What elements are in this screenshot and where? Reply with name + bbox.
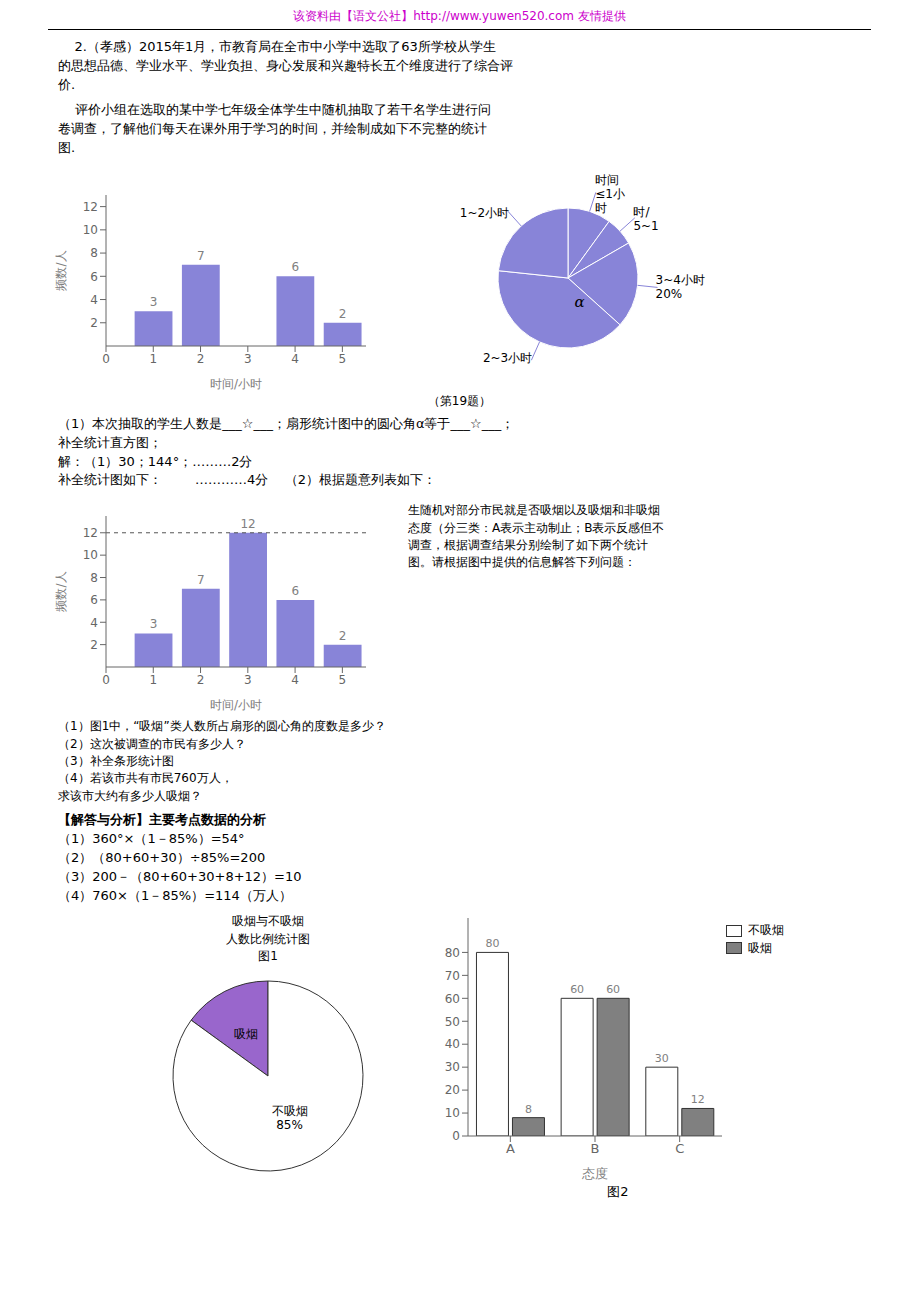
svg-text:不吸烟85%: 不吸烟85% xyxy=(272,1104,308,1132)
svg-text:4: 4 xyxy=(291,352,299,366)
svg-text:6: 6 xyxy=(292,584,300,598)
svg-text:3: 3 xyxy=(150,618,158,632)
html-text:（3）补全条形统计图: （3）补全条形统计图 xyxy=(58,754,174,768)
svg-text:C: C xyxy=(675,1142,684,1157)
svg-text:1~2小时: 1~2小时 xyxy=(460,206,509,220)
svg-text:3: 3 xyxy=(244,352,252,366)
svg-text:2: 2 xyxy=(197,673,205,687)
svg-text:时/5~1: 时/5~1 xyxy=(633,206,658,234)
html-text:（2）这次被调查的市民有多少人？: （2）这次被调查的市民有多少人？ xyxy=(58,736,246,751)
svg-text:8: 8 xyxy=(525,1103,532,1116)
svg-text:6: 6 xyxy=(90,270,98,284)
svg-text:2: 2 xyxy=(197,352,205,366)
html-text:生随机对部分市民就是否吸烟以及吸烟和非吸烟 态度（分三类：A: 生随机对部分市民就是否吸烟以及吸烟和非吸烟 态度（分三类：A表示主动制止；B表示… xyxy=(408,503,665,570)
svg-text:60: 60 xyxy=(445,992,460,1006)
svg-text:3~4小时20%: 3~4小时20% xyxy=(656,274,705,302)
svg-text:60: 60 xyxy=(570,984,584,997)
svg-text:A: A xyxy=(506,1142,515,1157)
html-text:解：（1）30；144°；………2分: 解：（1）30；144°；………2分 xyxy=(58,453,253,469)
svg-text:1: 1 xyxy=(149,673,157,687)
html-text:吸烟与不吸烟 人数比例统计图: 吸烟与不吸烟 人数比例统计图 xyxy=(226,914,310,946)
html-text:（第19题）: （第19题） xyxy=(427,394,492,409)
html-text:α: α xyxy=(574,292,585,311)
html-text:2.（孝感）2015年1月，市教育局在全市中小学中选取了63: 2.（孝感）2015年1月，市教育局在全市中小学中选取了63所学校从学生 的思想… xyxy=(58,39,513,93)
svg-text:7: 7 xyxy=(197,249,205,263)
svg-text:时间≤1小时: 时间≤1小时 xyxy=(595,174,625,216)
svg-text:6: 6 xyxy=(90,593,98,607)
svg-text:80: 80 xyxy=(445,946,460,960)
svg-text:4: 4 xyxy=(90,293,98,307)
svg-text:4: 4 xyxy=(90,616,98,630)
svg-text:B: B xyxy=(591,1142,600,1157)
svg-text:1: 1 xyxy=(149,352,157,366)
svg-text:0: 0 xyxy=(102,352,110,366)
html-text:【解答与分析】主要考点数据的分析: 【解答与分析】主要考点数据的分析 xyxy=(58,812,266,828)
svg-text:10: 10 xyxy=(445,1107,460,1121)
svg-text:8: 8 xyxy=(90,247,98,261)
svg-text:40: 40 xyxy=(445,1038,460,1052)
svg-text:2: 2 xyxy=(339,629,347,643)
svg-text:2: 2 xyxy=(90,638,98,652)
html-text:该资料由【语文公社】http://www.yuwen520.: 该资料由【语文公社】http://www.yuwen520.com 友情提供 xyxy=(293,9,626,23)
svg-text:80: 80 xyxy=(485,938,499,951)
svg-text:2~3小时: 2~3小时 xyxy=(483,352,532,366)
svg-text:60: 60 xyxy=(606,984,620,997)
html-text:图1: 图1 xyxy=(258,949,278,964)
svg-text:70: 70 xyxy=(445,969,460,983)
svg-text:0: 0 xyxy=(452,1130,460,1144)
html-text:（2）（80+60+30）÷85%=200: （2）（80+60+30）÷85%=200 xyxy=(58,849,266,865)
html-text:吸烟: 吸烟 xyxy=(748,940,772,955)
svg-text:7: 7 xyxy=(197,573,205,587)
svg-text:频数/人: 频数/人 xyxy=(54,572,68,612)
html-text:求该市大约有多少人吸烟？: 求该市大约有多少人吸烟？ xyxy=(58,788,202,803)
html-text:图2: 图2 xyxy=(607,1184,629,1200)
svg-text:态度: 态度 xyxy=(581,1166,608,1181)
svg-text:6: 6 xyxy=(292,261,300,275)
svg-text:30: 30 xyxy=(445,1061,460,1075)
html-text:（4）若该市共有市民760万人，: （4）若该市共有市民760万人， xyxy=(58,771,233,786)
svg-text:20: 20 xyxy=(445,1084,460,1098)
svg-text:2: 2 xyxy=(339,307,347,321)
svg-text:3: 3 xyxy=(244,673,252,687)
svg-text:12: 12 xyxy=(240,517,255,531)
html-text:补全统计图如下： …………4分 （2）根据题意列表如下：: 补全统计图如下： …………4分 （2）根据题意列表如下： xyxy=(58,472,437,488)
svg-text:12: 12 xyxy=(83,526,98,540)
html-text:不吸烟: 不吸烟 xyxy=(748,923,784,938)
html-text:（1）本次抽取的学生人数是___☆___；扇形统计图中的圆心: （1）本次抽取的学生人数是___☆___；扇形统计图中的圆心角α等于___☆__… xyxy=(58,415,515,450)
svg-text:时间/小时: 时间/小时 xyxy=(210,377,262,391)
svg-text:50: 50 xyxy=(445,1015,460,1029)
svg-text:8: 8 xyxy=(90,571,98,585)
html-text:（4）760×（1－85%）=114（万人）: （4）760×（1－85%）=114（万人） xyxy=(58,887,292,903)
svg-text:10: 10 xyxy=(83,224,98,238)
svg-text:频数/人: 频数/人 xyxy=(54,251,68,291)
html-text:（3）200－（80+60+30+8+12）=10: （3）200－（80+60+30+8+12）=10 xyxy=(58,868,302,884)
svg-text:4: 4 xyxy=(291,673,299,687)
svg-text:12: 12 xyxy=(691,1094,705,1107)
svg-text:30: 30 xyxy=(655,1053,669,1066)
svg-text:10: 10 xyxy=(83,549,98,563)
svg-text:吸烟: 吸烟 xyxy=(234,1026,258,1040)
svg-text:5: 5 xyxy=(339,352,347,366)
svg-text:12: 12 xyxy=(83,200,98,214)
svg-text:时间/小时: 时间/小时 xyxy=(210,698,262,712)
svg-text:3: 3 xyxy=(150,296,158,310)
svg-text:5: 5 xyxy=(339,673,347,687)
svg-text:0: 0 xyxy=(102,673,110,687)
html-text:（1）360°×（1－85%）=54°: （1）360°×（1－85%）=54° xyxy=(58,831,245,846)
html-text:评价小组在选取的某中学七年级全体学生中随机抽取了若干名学生进: 评价小组在选取的某中学七年级全体学生中随机抽取了若干名学生进行问 卷调查，了解他… xyxy=(58,101,491,155)
html-text:（1）图1中，“吸烟”类人数所占扇形的圆心角的度数是多少？: （1）图1中，“吸烟”类人数所占扇形的圆心角的度数是多少？ xyxy=(58,719,386,734)
svg-text:2: 2 xyxy=(90,316,98,330)
